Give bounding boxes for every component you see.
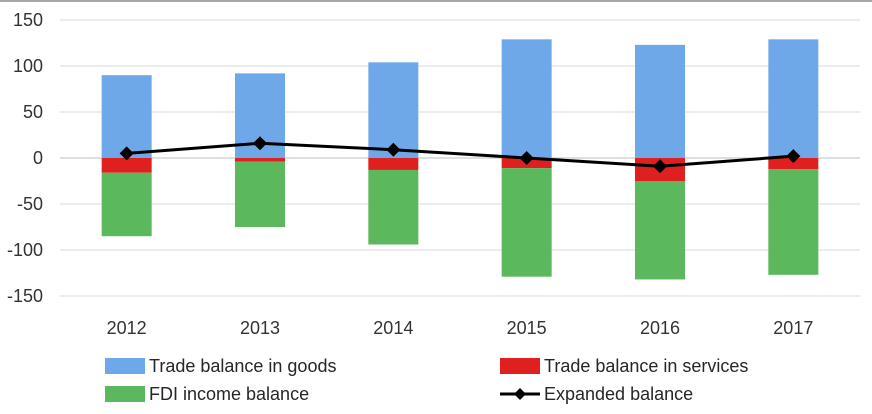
bar-fdi-income-balance-2017: [768, 169, 819, 275]
top-border: [0, 0, 872, 2]
x-tick-label: 2015: [507, 318, 547, 338]
expanded-balance-marker-2014: [386, 142, 401, 157]
bar-trade-balance-in-goods-2012: [101, 75, 152, 158]
y-tick-label: 50: [23, 102, 43, 122]
x-axis-ticks: 2012 2013 2014 2015 2016 2017: [107, 318, 814, 338]
legend-label: Expanded balance: [544, 384, 693, 404]
legend: Trade balance in goods Trade balance in s…: [105, 356, 748, 404]
bar-fdi-income-balance-2015: [501, 168, 552, 277]
gridlines: [60, 19, 860, 297]
legend-item-trade-balance-in-services: Trade balance in services: [500, 356, 748, 376]
expanded-balance-marker-2012: [119, 146, 134, 161]
legend-item-expanded-balance: Expanded balance: [500, 384, 693, 404]
expanded-balance-polyline: [126, 141, 794, 168]
y-tick-label: -150: [7, 286, 43, 306]
legend-label: FDI income balance: [149, 384, 309, 404]
x-tick-label: 2017: [773, 318, 813, 338]
y-axis-ticks: 150 100 50 0 -50 -100 -150: [7, 10, 43, 306]
bar-trade-balance-in-goods-2014: [368, 62, 419, 158]
expanded-balance-marker-2015: [519, 151, 534, 165]
bar-trade-balance-in-goods-2017: [768, 39, 819, 158]
legend-swatch: [105, 358, 145, 374]
bar-trade-balance-in-goods-2015: [501, 39, 552, 158]
x-tick-label: 2012: [107, 318, 147, 338]
expanded-balance-marker-2017: [786, 149, 801, 164]
bar-fdi-income-balance-2013: [235, 161, 285, 227]
y-tick-label: 150: [13, 10, 43, 30]
bars: [101, 39, 819, 280]
bar-trade-balance-in-services-2014: [368, 158, 419, 170]
x-tick-label: 2016: [640, 318, 680, 338]
x-tick-label: 2013: [240, 318, 280, 338]
bar-fdi-income-balance-2012: [101, 172, 152, 237]
expanded-balance-marker-2016: [653, 159, 667, 174]
bar-trade-balance-in-goods-2016: [635, 44, 685, 159]
x-tick-label: 2014: [373, 318, 413, 338]
y-tick-label: -100: [7, 240, 43, 260]
bar-fdi-income-balance-2016: [635, 181, 685, 280]
legend-item-trade-balance-in-goods: Trade balance in goods: [105, 356, 336, 376]
y-tick-label: -50: [17, 194, 43, 214]
y-tick-label: 100: [13, 56, 43, 76]
legend-swatch: [500, 358, 540, 374]
legend-swatch: [105, 386, 145, 402]
y-tick-label: 0: [33, 148, 43, 168]
expanded-balance-line: [119, 136, 801, 174]
legend-label: Trade balance in services: [544, 356, 748, 376]
bar-trade-balance-in-services-2017: [768, 158, 819, 170]
legend-marker: [514, 388, 526, 400]
bar-trade-balance-in-services-2013: [235, 158, 285, 162]
legend-item-fdi-income-balance: FDI income balance: [105, 384, 309, 404]
bar-trade-balance-in-services-2012: [101, 158, 152, 173]
bar-fdi-income-balance-2014: [368, 169, 419, 245]
expanded-balance-marker-2013: [253, 136, 267, 151]
legend-label: Trade balance in goods: [149, 356, 336, 376]
